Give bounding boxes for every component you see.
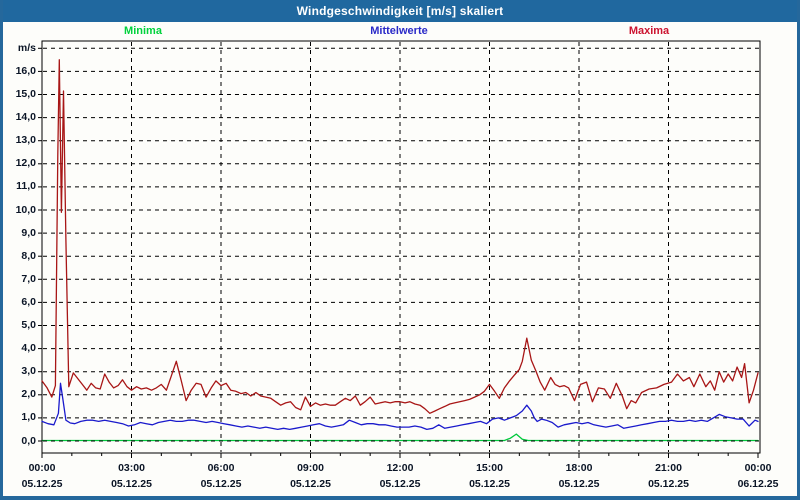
y-tick-label: 0,0 <box>21 434 36 447</box>
x-tick-time-label: 00:00 <box>744 462 772 474</box>
x-tick-date-label: 05.12.25 <box>290 478 331 490</box>
legend-label-mittelwerte: Mittelwerte <box>370 25 428 37</box>
y-tick-label: 1,0 <box>21 411 36 424</box>
y-tick-label: 8,0 <box>21 249 36 262</box>
x-tick-time-label: 18:00 <box>565 462 593 474</box>
x-tick-date-label: 06.12.25 <box>737 478 779 490</box>
page-title: Windgeschwindigkeit [m/s] skaliert <box>296 4 504 18</box>
y-tick-label: 12,0 <box>15 157 36 170</box>
y-tick-label: 14,0 <box>15 111 36 124</box>
x-tick-date-label: 05.12.25 <box>379 478 421 490</box>
x-tick-date-label: 05.12.25 <box>200 478 242 490</box>
y-tick-label: 10,0 <box>15 203 36 216</box>
legend-label-minima: Minima <box>124 25 162 37</box>
x-tick-date-label: 05.12.25 <box>648 478 689 490</box>
y-tick-label: 4,0 <box>21 342 36 355</box>
plot-border <box>41 40 761 454</box>
x-tick-date-label: 05.12.25 <box>469 478 510 490</box>
x-tick-time-label: 21:00 <box>655 462 682 474</box>
y-tick-label: 15,0 <box>15 88 36 100</box>
x-tick-date-label: 05.12.25 <box>111 478 152 490</box>
y-tick-label: 16,0 <box>15 64 36 77</box>
y-tick-label: 3,0 <box>21 365 36 378</box>
y-tick-label: 9,0 <box>21 226 36 239</box>
x-tick-time-label: 03:00 <box>118 462 145 474</box>
y-tick-label: 13,0 <box>15 134 36 147</box>
legend-label-maxima: Maxima <box>628 25 670 37</box>
x-tick-date-label: 05.12.25 <box>558 478 600 490</box>
x-tick-time-label: 06:00 <box>207 462 235 474</box>
y-tick-label: 11,0 <box>16 180 36 193</box>
y-tick-label: 5,0 <box>21 319 36 331</box>
title-bar: Windgeschwindigkeit [m/s] skaliert <box>0 0 800 22</box>
series-minima-line <box>41 433 759 442</box>
x-tick-date-label: 05.12.25 <box>21 478 63 490</box>
x-tick-time-label: 09:00 <box>297 462 324 474</box>
x-tick-time-label: 12:00 <box>386 462 414 474</box>
y-tick-label: 6,0 <box>21 295 36 308</box>
series-mittelwerte-line <box>41 382 759 431</box>
y-axis-unit-label: m/s <box>17 42 36 54</box>
series-maxima-line <box>41 59 759 414</box>
x-tick-time-label: 00:00 <box>28 462 56 474</box>
x-tick-time-label: 15:00 <box>476 462 503 474</box>
y-tick-label: 2,0 <box>21 388 36 401</box>
y-tick-label: 7,0 <box>21 272 36 285</box>
